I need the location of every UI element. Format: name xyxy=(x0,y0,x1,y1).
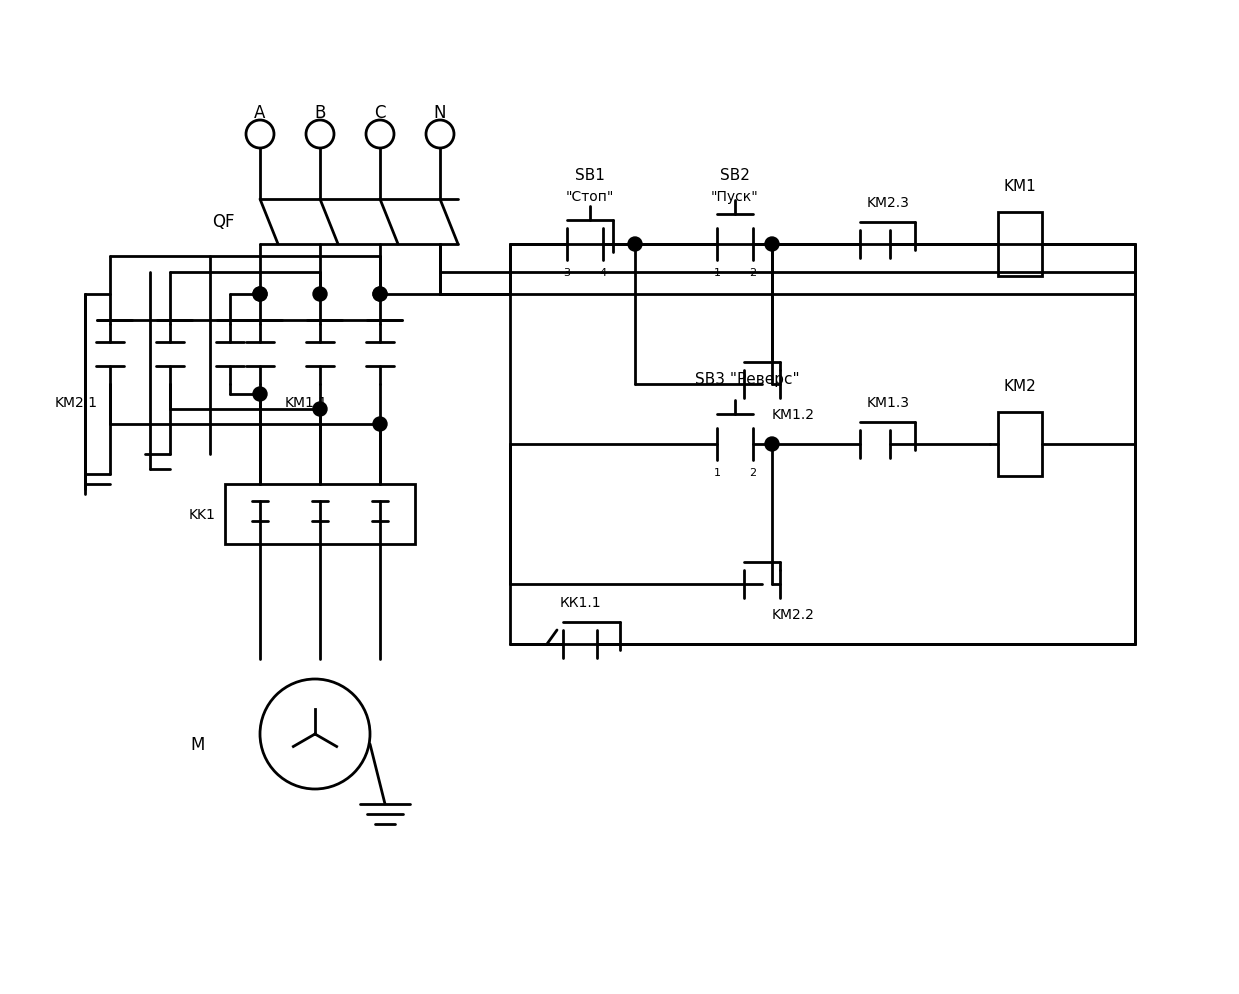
Circle shape xyxy=(313,403,327,416)
Text: SB1: SB1 xyxy=(575,167,605,182)
Text: 2: 2 xyxy=(750,467,757,477)
Circle shape xyxy=(253,287,266,302)
Text: 2: 2 xyxy=(750,267,757,277)
Text: B: B xyxy=(315,104,326,122)
Circle shape xyxy=(764,437,779,451)
Circle shape xyxy=(253,388,266,402)
Bar xyxy=(997,413,1042,476)
Circle shape xyxy=(313,287,327,302)
Text: KM2.3: KM2.3 xyxy=(866,196,909,210)
Text: KM2: KM2 xyxy=(1004,379,1036,394)
Text: KM1.1: KM1.1 xyxy=(285,396,328,410)
Text: 3: 3 xyxy=(564,267,570,277)
Circle shape xyxy=(628,238,642,251)
Bar xyxy=(997,213,1042,276)
Circle shape xyxy=(373,417,387,431)
Text: КК1.1: КК1.1 xyxy=(559,595,601,609)
Circle shape xyxy=(373,287,387,302)
Text: "Пуск": "Пуск" xyxy=(711,190,758,204)
Text: KM1.2: KM1.2 xyxy=(772,408,815,421)
Bar xyxy=(225,484,415,545)
Text: "Стоп": "Стоп" xyxy=(566,190,615,204)
Text: SB3 "Реверс": SB3 "Реверс" xyxy=(695,372,799,387)
Text: 1: 1 xyxy=(714,467,721,477)
Text: KM2.1: KM2.1 xyxy=(55,396,98,410)
Text: A: A xyxy=(254,104,265,122)
Text: 1: 1 xyxy=(714,267,721,277)
Text: KK1: KK1 xyxy=(188,508,216,522)
Text: 4: 4 xyxy=(600,267,607,277)
Text: C: C xyxy=(374,104,385,122)
Circle shape xyxy=(373,287,387,302)
Circle shape xyxy=(764,238,779,251)
Text: QF: QF xyxy=(213,214,235,232)
Circle shape xyxy=(253,287,266,302)
Text: KM1: KM1 xyxy=(1004,179,1036,194)
Text: KM1.3: KM1.3 xyxy=(866,396,909,410)
Text: KM2.2: KM2.2 xyxy=(772,607,815,621)
Text: SB2: SB2 xyxy=(720,167,750,182)
Text: N: N xyxy=(434,104,446,122)
Text: M: M xyxy=(191,736,204,753)
